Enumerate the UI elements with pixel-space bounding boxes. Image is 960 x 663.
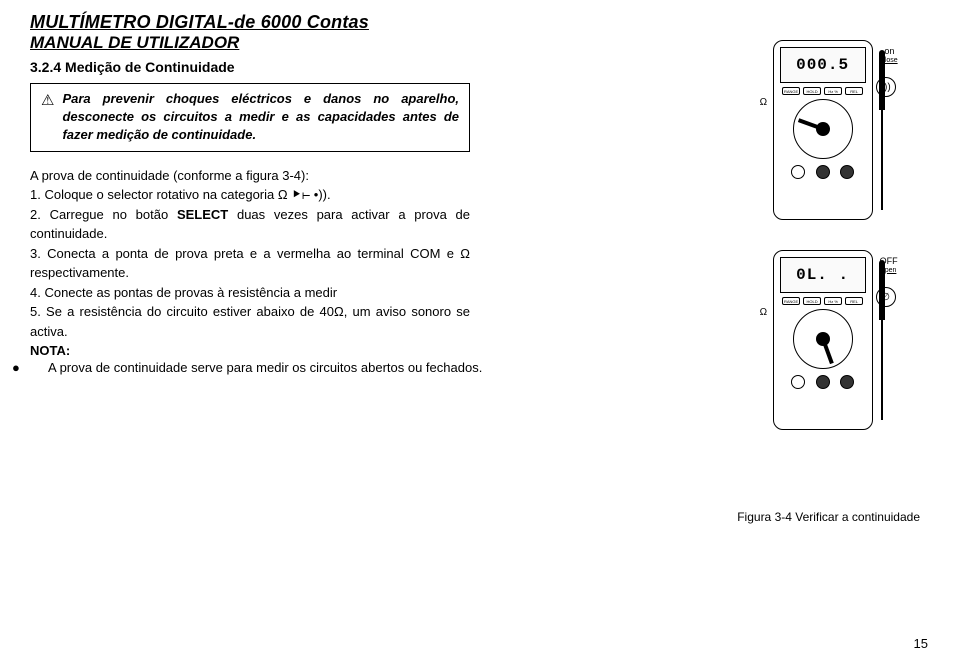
dial-center: [816, 122, 830, 136]
warning-icon: ⚠: [41, 91, 54, 145]
port-row: [780, 165, 866, 179]
btn-range-2: RANGE: [782, 297, 800, 305]
probe-tip-2: [879, 260, 885, 320]
step-1: 1. Coloque o selector rotativo na catego…: [30, 185, 470, 205]
step-3: 3. Conecta a ponta de prova preta e a ve…: [30, 244, 470, 283]
figure-panel: on close •)) Ω 000.5 RANGE HOLD Hz % REL: [737, 40, 920, 524]
dial-center-2: [816, 332, 830, 346]
port-omega: [840, 165, 854, 179]
btn-rel-2: REL: [845, 297, 863, 305]
btn-rel: REL: [845, 87, 863, 95]
step-4: 4. Conecte as pontas de provas à resistê…: [30, 283, 470, 303]
figure-caption: Figura 3-4 Verificar a continuidade: [737, 510, 920, 524]
probe-off: [879, 260, 885, 420]
btn-range: RANGE: [782, 87, 800, 95]
btn-hold: HOLD: [803, 87, 821, 95]
page-number: 15: [914, 636, 928, 651]
port-omega-b: [840, 375, 854, 389]
device-on-wrap: on close •)) Ω 000.5 RANGE HOLD Hz % REL: [773, 40, 885, 220]
lcd-display-on: 000.5: [780, 47, 866, 83]
doc-title: MULTÍMETRO DIGITAL-de 6000 Contas: [30, 12, 930, 33]
port-1b: [791, 375, 805, 389]
btn-hz: Hz %: [824, 87, 842, 95]
rotary-dial-off: [793, 309, 853, 369]
port-1: [791, 165, 805, 179]
step-5: 5. Se a resistência do circuito estiver …: [30, 302, 470, 341]
probe-wire-2: [881, 320, 883, 420]
diode-icon: ⯈⊢ •)): [291, 187, 327, 202]
btn-hz-2: Hz %: [824, 297, 842, 305]
step-2: 2. Carregue no botão SELECT duas vezes p…: [30, 205, 470, 244]
lcd-display-off: 0L. .: [780, 257, 866, 293]
button-row: RANGE HOLD Hz % REL: [780, 87, 866, 95]
port-com: [816, 165, 830, 179]
rotary-dial-on: [793, 99, 853, 159]
probe-wire: [881, 110, 883, 210]
port-row-2: [780, 375, 866, 389]
device-off-wrap: OFF open ∅ Ω 0L. . RANGE HOLD Hz % REL: [773, 250, 885, 430]
bullet-icon: ●: [30, 358, 48, 378]
multimeter-on: on close •)) Ω 000.5 RANGE HOLD Hz % REL: [773, 40, 873, 220]
probe-tip: [879, 50, 885, 110]
warning-text: Para prevenir choques eléctricos e danos…: [62, 90, 459, 145]
omega-label: Ω: [760, 97, 767, 108]
warning-box: ⚠ Para prevenir choques eléctricos e dan…: [30, 83, 470, 152]
btn-hold-2: HOLD: [803, 297, 821, 305]
button-row-2: RANGE HOLD Hz % REL: [780, 297, 866, 305]
note-text: ●A prova de continuidade serve para medi…: [48, 358, 488, 378]
probe-on: [879, 50, 885, 210]
multimeter-off: OFF open ∅ Ω 0L. . RANGE HOLD Hz % REL: [773, 250, 873, 430]
intro-text: A prova de continuidade (conforme a figu…: [30, 166, 470, 186]
port-com-b: [816, 375, 830, 389]
omega-label-2: Ω: [760, 307, 767, 318]
